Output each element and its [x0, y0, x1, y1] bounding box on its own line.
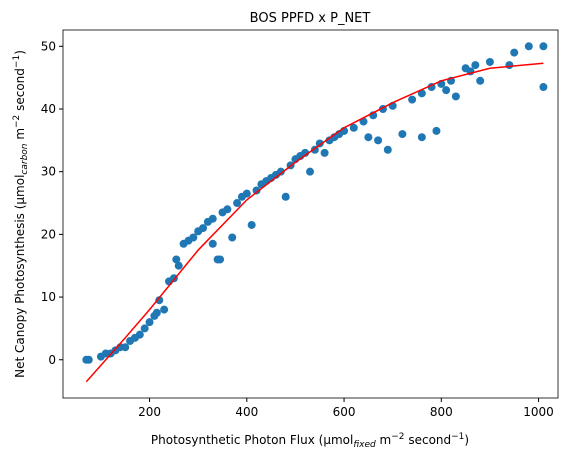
- scatter-point: [160, 305, 169, 314]
- scatter-point: [228, 233, 237, 242]
- scatter-point: [281, 192, 290, 201]
- x-tick-label: 1000: [523, 405, 554, 419]
- scatter-point: [471, 61, 480, 70]
- scatter-point: [252, 186, 261, 195]
- scatter-point: [408, 95, 417, 104]
- scatter-point: [451, 92, 460, 101]
- scatter-point: [315, 139, 324, 148]
- scatter-point: [189, 233, 198, 242]
- y-axis-label: Net Canopy Photosynthesis (µmolcarbon m−…: [12, 50, 30, 378]
- y-tick-label: 40: [41, 102, 56, 116]
- scatter-point: [223, 205, 232, 214]
- scatter-point: [208, 239, 217, 248]
- x-axis-label: Photosynthetic Photon Flux (µmolfixed m−…: [151, 432, 469, 450]
- scatter-point: [320, 148, 329, 157]
- scatter-point: [539, 42, 548, 51]
- x-tick-label: 600: [333, 405, 356, 419]
- y-tick-label: 10: [41, 290, 56, 304]
- scatter-point: [199, 224, 208, 233]
- plot-frame: [62, 29, 559, 399]
- scatter-point: [417, 89, 426, 98]
- scatter-point: [505, 61, 514, 70]
- scatter-point: [349, 123, 358, 132]
- y-tick-label: 30: [41, 165, 56, 179]
- scatter-point: [121, 343, 130, 352]
- scatter-point: [398, 130, 407, 139]
- scatter-point: [306, 167, 315, 176]
- scatter-point: [155, 296, 164, 305]
- scatter-point: [208, 214, 217, 223]
- y-tick-label: 20: [41, 227, 56, 241]
- scatter-point: [84, 355, 93, 364]
- scatter-point: [233, 199, 242, 208]
- scatter-point: [539, 83, 548, 92]
- scatter-point: [476, 76, 485, 85]
- x-tick-label: 800: [430, 405, 453, 419]
- scatter-point: [432, 126, 441, 135]
- scatter-point: [364, 133, 373, 142]
- scatter-point: [442, 86, 451, 95]
- scatter-point: [172, 255, 181, 264]
- y-tick-label: 0: [48, 353, 56, 367]
- scatter-point: [145, 318, 154, 327]
- scatter-point: [485, 57, 494, 66]
- y-tick-label: 50: [41, 39, 56, 53]
- scatter-point: [276, 167, 285, 176]
- x-tick-label: 200: [138, 405, 161, 419]
- scatter-point: [247, 220, 256, 229]
- scatter-point: [374, 136, 383, 145]
- x-tick-label: 400: [235, 405, 258, 419]
- scatter-point: [242, 189, 251, 198]
- scatter-point: [383, 145, 392, 154]
- chart-title: BOS PPFD x P_NET: [250, 11, 371, 26]
- scatter-point: [216, 255, 225, 264]
- scatter-point: [135, 330, 144, 339]
- scatter-point: [510, 48, 519, 57]
- scatter-point: [174, 261, 183, 270]
- scatter-point: [417, 133, 426, 142]
- scatter-point: [524, 42, 533, 51]
- scatter-point: [152, 308, 161, 317]
- fit-line: [85, 62, 544, 383]
- scatter-point: [140, 324, 149, 333]
